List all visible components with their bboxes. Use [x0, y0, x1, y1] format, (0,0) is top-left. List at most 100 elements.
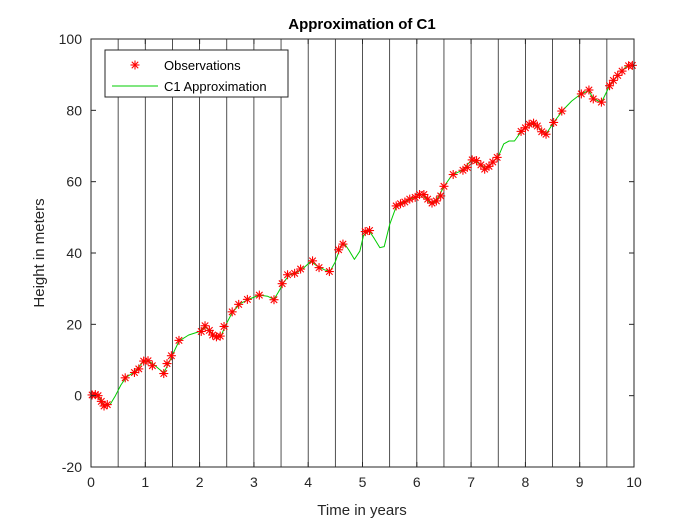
- observation-point: [613, 70, 623, 80]
- marker-stroke: [618, 67, 626, 75]
- marker-stroke: [144, 357, 152, 365]
- observation-point: [391, 201, 401, 211]
- marker-stroke: [163, 359, 171, 368]
- observation-point: [296, 264, 306, 274]
- observation-point: [462, 162, 472, 172]
- marker-stroke: [97, 397, 105, 406]
- observation-point: [324, 267, 334, 277]
- marker-stroke: [220, 322, 228, 331]
- observation-point: [308, 256, 318, 266]
- marker-stroke: [481, 165, 489, 173]
- observation-point: [314, 263, 324, 273]
- marker-stroke: [449, 170, 457, 179]
- legend-box: [104, 49, 289, 98]
- marker-stroke: [605, 82, 614, 90]
- marker-stroke: [525, 120, 533, 128]
- marker-stroke: [401, 198, 409, 206]
- marker-stroke: [538, 128, 546, 136]
- y-tick-label: -20: [62, 459, 82, 475]
- observation-series: [87, 60, 637, 411]
- marker-stroke: [440, 182, 448, 190]
- observation-point: [549, 117, 559, 127]
- y-tick-label: 80: [66, 102, 82, 118]
- observation-point: [617, 66, 627, 76]
- observation-point: [196, 326, 206, 336]
- observation-point: [627, 60, 637, 70]
- marker-stroke: [459, 166, 467, 174]
- observation-point: [277, 279, 287, 289]
- observation-point: [576, 89, 586, 99]
- marker-stroke: [216, 332, 224, 340]
- observation-point: [90, 390, 100, 400]
- observation-point: [410, 192, 420, 202]
- observation-point: [448, 170, 458, 180]
- observation-point: [400, 197, 410, 207]
- legend-marker-star: [130, 60, 140, 70]
- observation-point: [242, 294, 252, 304]
- marker-stroke: [135, 365, 143, 373]
- observation-point: [588, 94, 598, 104]
- marker-stroke: [411, 193, 419, 201]
- observation-point: [338, 239, 348, 249]
- observation-point: [458, 165, 468, 175]
- marker-stroke: [235, 300, 243, 308]
- marker-stroke: [334, 246, 343, 254]
- y-tick-label: 60: [66, 174, 82, 190]
- marker-stroke: [493, 153, 501, 162]
- marker-stroke: [529, 119, 538, 127]
- x-tick-label: 8: [522, 474, 530, 490]
- x-tick-label: 4: [304, 474, 312, 490]
- marker-stroke: [550, 118, 558, 127]
- marker-stroke: [558, 107, 566, 115]
- x-tick-label: 0: [87, 474, 95, 490]
- observation-point: [290, 268, 300, 278]
- marker-stroke: [296, 265, 305, 273]
- marker-stroke: [290, 269, 299, 277]
- observation-point: [143, 356, 153, 366]
- observation-point: [436, 191, 446, 201]
- x-tick-label: 1: [141, 474, 149, 490]
- observation-point: [96, 396, 106, 406]
- observation-point: [596, 97, 606, 107]
- marker-stroke: [197, 327, 205, 336]
- marker-stroke: [365, 226, 374, 235]
- marker-stroke: [585, 86, 593, 94]
- marker-stroke: [420, 190, 428, 199]
- breakpoint-lines: [117, 39, 608, 467]
- observation-point: [147, 361, 157, 371]
- observation-point: [283, 270, 293, 280]
- legend-observations-marker: [130, 60, 140, 70]
- observation-point: [541, 129, 551, 139]
- x-axis-label: Time in years: [317, 502, 406, 519]
- observation-point: [269, 295, 279, 305]
- marker-stroke: [175, 336, 183, 345]
- marker-stroke: [255, 291, 263, 299]
- marker-stroke: [148, 362, 156, 370]
- marker-stroke: [160, 369, 168, 378]
- marker-stroke: [278, 280, 286, 288]
- observation-point: [215, 331, 225, 341]
- marker-stroke: [463, 163, 471, 172]
- marker-stroke: [533, 122, 541, 130]
- observation-point: [584, 85, 594, 95]
- x-axis-ticks: 0 1 2 3 4 5 6 7 8 9 10: [87, 39, 642, 490]
- marker-stroke: [121, 374, 129, 382]
- observation-point: [174, 335, 184, 345]
- observation-point: [492, 152, 502, 162]
- observation-point: [254, 290, 264, 300]
- observation-point: [134, 364, 144, 374]
- observation-point: [488, 157, 498, 167]
- marker-stroke: [91, 390, 99, 399]
- observation-point: [200, 321, 210, 331]
- marker-stroke: [424, 195, 432, 203]
- marker-stroke: [205, 326, 214, 335]
- x-tick-label: 5: [359, 474, 367, 490]
- marker-stroke: [325, 267, 334, 276]
- y-tick-label: 20: [66, 316, 82, 332]
- y-axis-ticks: -20 0 20 40 60 80 100: [59, 31, 634, 475]
- legend-observations-label: Observations: [164, 58, 241, 73]
- x-tick-label: 7: [467, 474, 475, 490]
- observation-point: [439, 181, 449, 191]
- observation-point: [219, 321, 229, 331]
- marker-stroke: [94, 392, 102, 400]
